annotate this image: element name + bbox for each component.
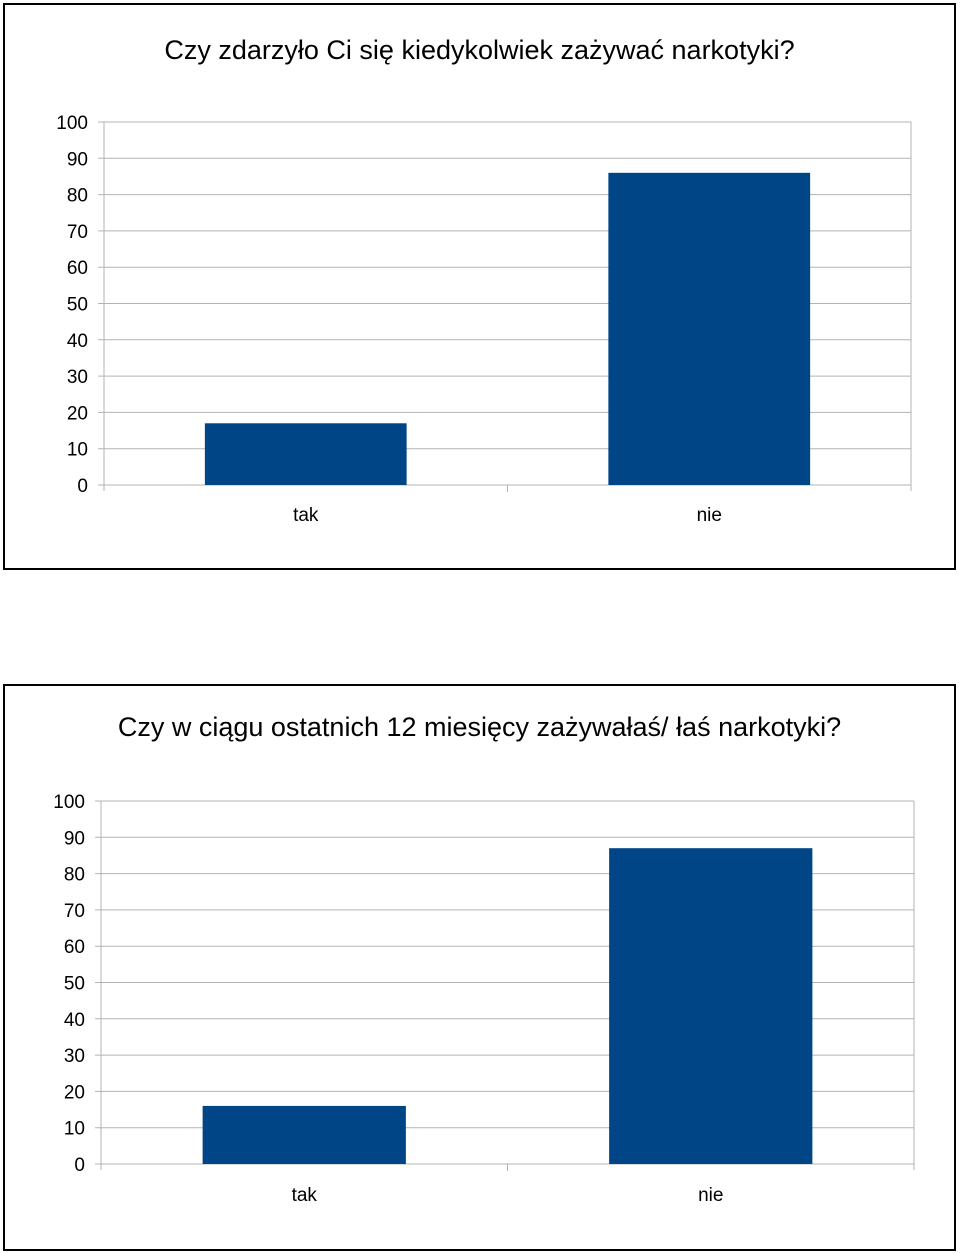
- chart-title: Czy zdarzyło Ci się kiedykolwiek zażywać…: [164, 35, 795, 65]
- y-tick-label: 100: [53, 792, 85, 813]
- bar-nie: [609, 848, 813, 1164]
- y-tick-label: 0: [77, 476, 88, 497]
- y-tick-label: 70: [67, 222, 88, 243]
- y-tick-label: 10: [67, 440, 88, 461]
- y-tick-label: 90: [67, 149, 88, 170]
- y-tick-label: 40: [67, 331, 88, 352]
- x-category-label: tak: [293, 505, 319, 526]
- y-tick-label: 50: [67, 295, 88, 316]
- y-tick-label: 80: [64, 865, 85, 886]
- bar-nie: [608, 172, 811, 485]
- y-tick-label: 20: [64, 1082, 85, 1103]
- y-tick-label: 60: [67, 258, 88, 279]
- y-tick-label: 70: [64, 901, 85, 922]
- y-tick-label: 90: [64, 828, 85, 849]
- bar-tak: [204, 423, 407, 485]
- y-tick-label: 50: [64, 974, 85, 995]
- x-category-label: nie: [698, 1185, 723, 1206]
- x-category-label: tak: [292, 1185, 318, 1206]
- y-tick-label: 20: [67, 403, 88, 424]
- bar-chart-plot: 0 10 20 30 40 50 60 70 80 90 100 tak nie: [53, 792, 915, 1206]
- y-tick-label: 30: [64, 1046, 85, 1067]
- y-tick-label: 30: [67, 367, 88, 388]
- chart-drugs-12-months: Czy w ciągu ostatnich 12 miesięcy zażywa…: [3, 684, 956, 1251]
- y-tick-label: 10: [64, 1119, 85, 1140]
- chart-title: Czy w ciągu ostatnich 12 miesięcy zażywa…: [117, 712, 842, 742]
- y-tick-label: 0: [74, 1155, 85, 1176]
- bar-tak: [202, 1105, 406, 1164]
- chart-drugs-ever: Czy zdarzyło Ci się kiedykolwiek zażywać…: [3, 3, 956, 570]
- x-category-label: nie: [697, 505, 722, 526]
- y-tick-label: 80: [67, 186, 88, 207]
- y-tick-label: 100: [56, 113, 88, 134]
- bar-chart-plot: 0 10 20 30 40 50 60 70 80 90 100 tak nie: [56, 113, 912, 526]
- y-tick-label: 60: [64, 937, 85, 958]
- y-tick-label: 40: [64, 1010, 85, 1031]
